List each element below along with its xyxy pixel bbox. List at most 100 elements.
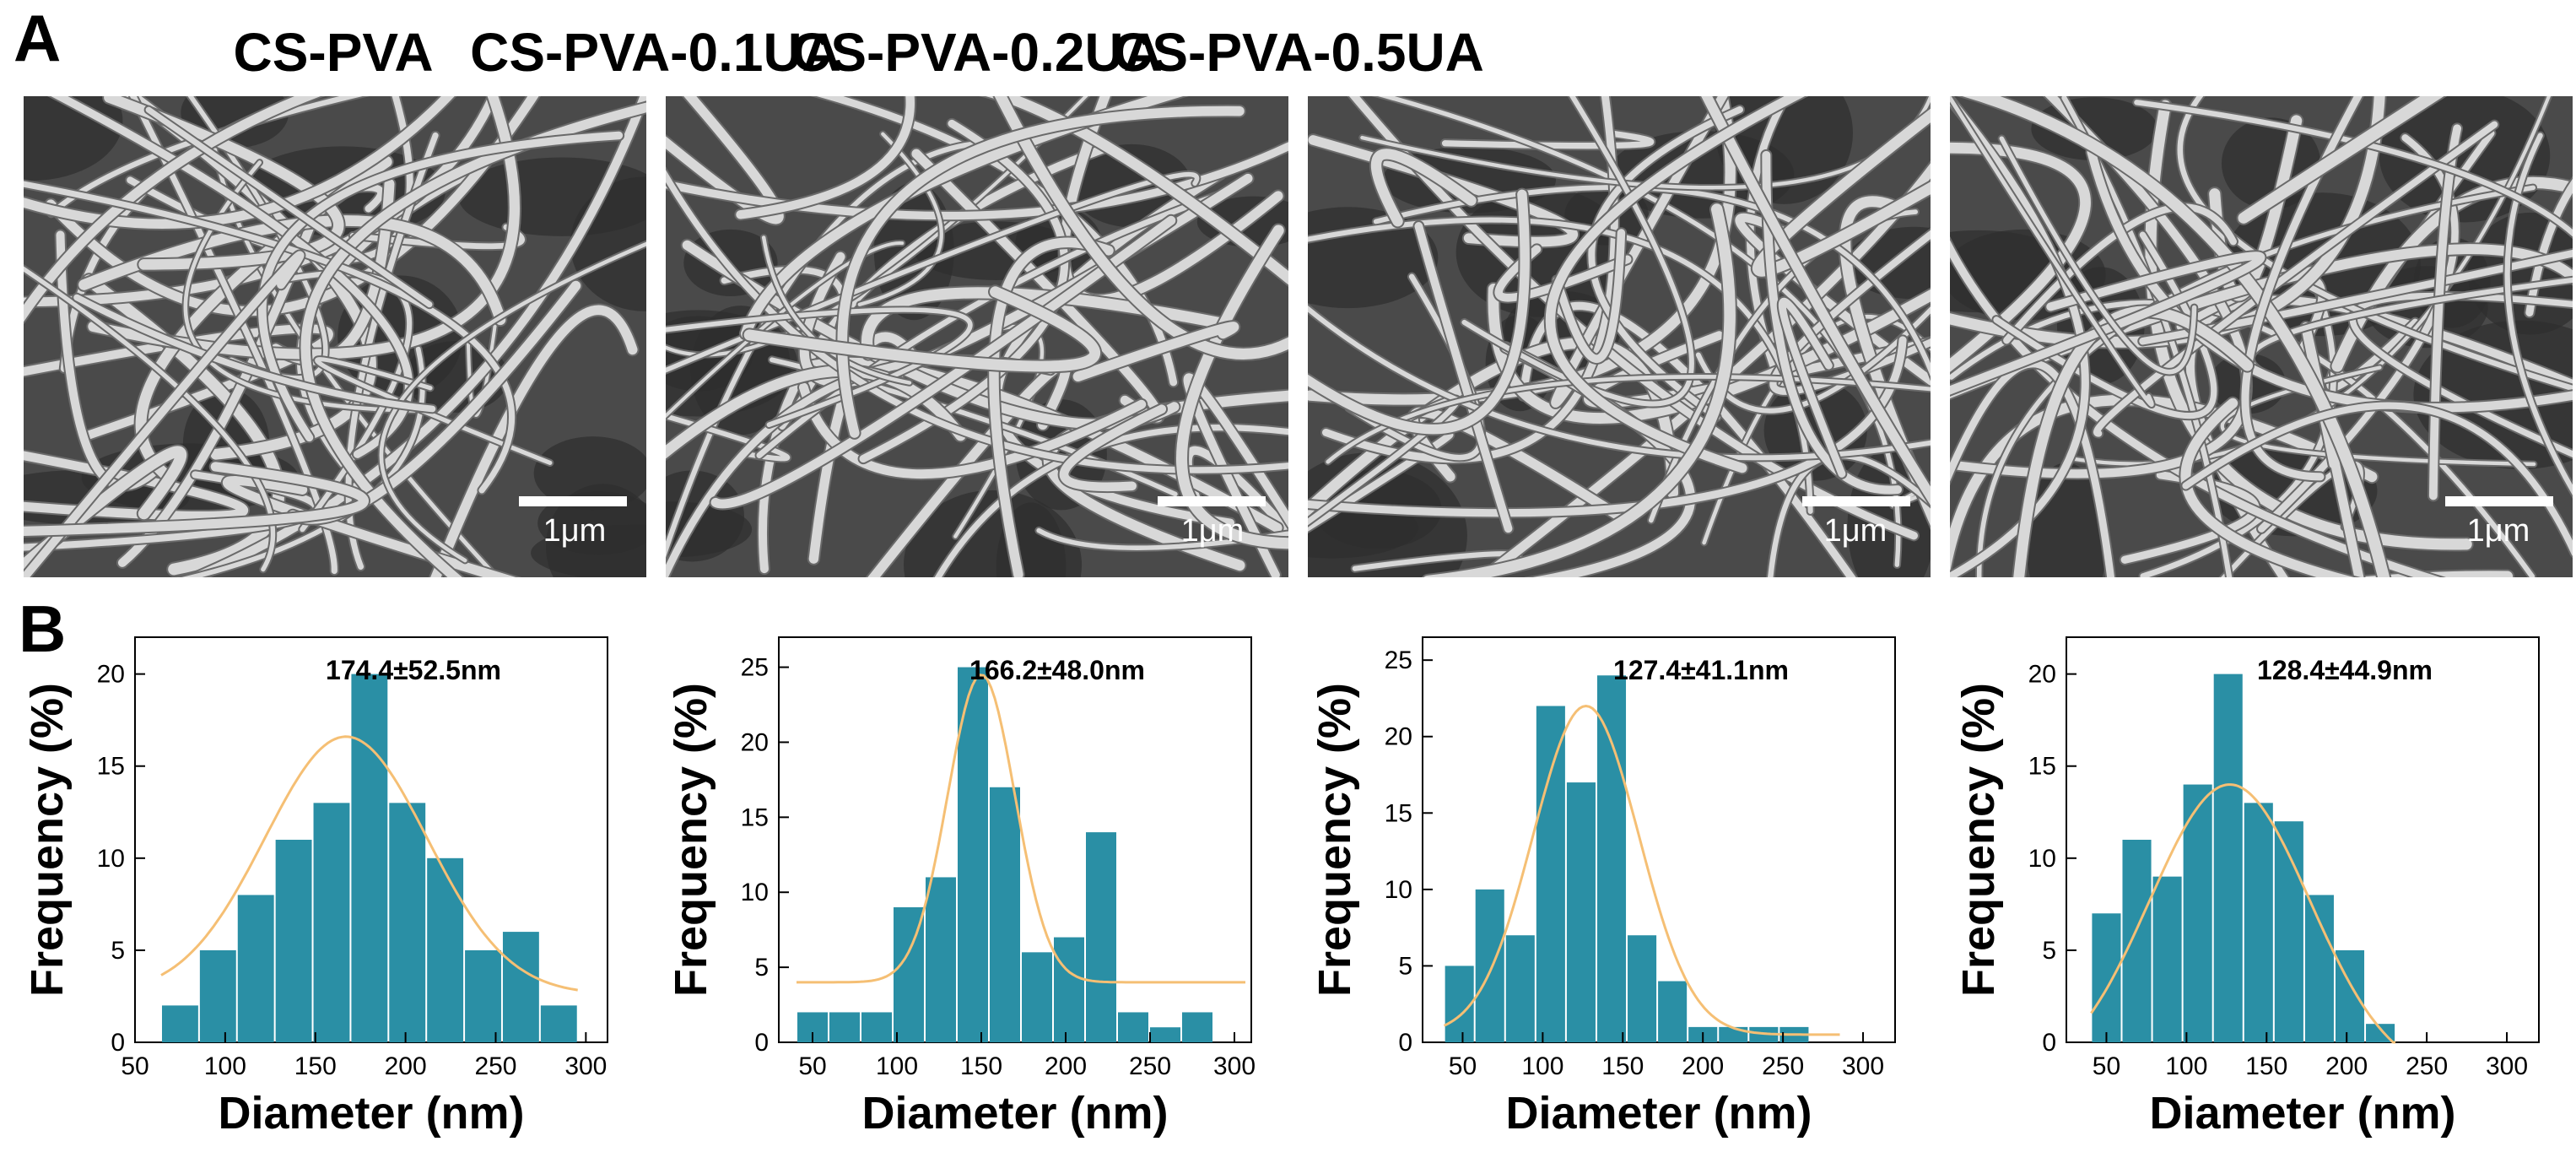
histogram-bar	[1505, 935, 1535, 1042]
y-tick-label: 5	[1398, 952, 1412, 980]
histogram-bar	[1022, 952, 1052, 1042]
histogram-bar	[1475, 889, 1504, 1042]
histogram-cs-pva-0.1ua: 50 100 150 200 250 300 0 5 10 15 20 25 Diameter (nm)…	[644, 616, 1288, 1160]
sem-image-cs-pva-0.5ua	[1950, 96, 2573, 577]
histogram-bar	[199, 949, 236, 1042]
histogram-bar	[275, 840, 312, 1042]
histogram-bar	[2092, 913, 2121, 1042]
gaussian-fit-line	[1443, 704, 1840, 1036]
y-tick-label: 5	[111, 937, 125, 965]
x-tick-label: 150	[294, 1052, 337, 1080]
scale-bar	[519, 496, 627, 506]
histogram-bar	[1150, 1027, 1180, 1042]
histogram-bar	[829, 1012, 860, 1042]
x-axis-label: Diameter (nm)	[2149, 1088, 2455, 1139]
scale-bar	[1802, 496, 1910, 506]
y-tick-label: 20	[1385, 723, 1412, 751]
x-axis-label: Diameter (nm)	[218, 1088, 524, 1139]
histogram-bar	[2152, 876, 2182, 1042]
histogram-bar	[2244, 803, 2273, 1042]
x-tick-label: 50	[1449, 1052, 1477, 1080]
histogram-bar	[1445, 966, 1474, 1042]
histogram-bar	[2213, 673, 2243, 1042]
x-axis-label: Diameter (nm)	[861, 1088, 1168, 1139]
x-tick-label: 50	[798, 1052, 826, 1080]
x-tick-label: 300	[1213, 1052, 1256, 1080]
x-tick-label: 300	[564, 1052, 607, 1080]
histogram-bar	[1086, 832, 1116, 1042]
x-tick-label: 50	[2093, 1052, 2120, 1080]
x-tick-label: 200	[2325, 1052, 2368, 1080]
y-axis-label: Frequency (%)	[1953, 683, 2004, 997]
panel-label-b: B	[19, 592, 67, 666]
x-tick-label: 50	[121, 1052, 149, 1080]
x-tick-label: 300	[1842, 1052, 1884, 1080]
scale-label: 1μm	[543, 513, 607, 549]
histogram-bar	[1536, 706, 1565, 1042]
y-tick-label: 15	[2028, 753, 2056, 781]
x-tick-label: 100	[876, 1052, 918, 1080]
histogram-bar	[427, 857, 464, 1042]
y-tick-label: 5	[754, 954, 769, 982]
scale-label: 1μm	[1823, 513, 1887, 549]
y-tick-label: 15	[97, 753, 125, 781]
histogram-bar	[2304, 895, 2334, 1042]
histogram-bar	[990, 787, 1020, 1042]
histogram-bar	[161, 1005, 198, 1042]
histogram-cs-pva-0.5ua: 50 100 150 200 250 300 0 5 10 15 20 Diameter (nm) Fr…	[1931, 616, 2575, 1160]
x-tick-label: 100	[204, 1052, 246, 1080]
sem-title-cs-pva-0.2ua: CS-PVA-0.2UA	[791, 22, 1163, 83]
y-axis-label: Frequency (%)	[1310, 683, 1360, 997]
x-tick-label: 250	[474, 1052, 516, 1080]
y-tick-label: 0	[2042, 1029, 2056, 1057]
x-tick-label: 250	[2406, 1052, 2448, 1080]
gaussian-fit-line	[160, 735, 578, 992]
y-tick-label: 10	[741, 879, 769, 906]
histogram-cs-pva: 50 100 150 200 250 300 0 5 10 15 20 Diameter (nm) Fr…	[0, 616, 644, 1160]
histogram-bar	[1118, 1012, 1148, 1042]
scale-bar	[1158, 496, 1266, 506]
x-tick-label: 250	[1129, 1052, 1171, 1080]
histogram-bar	[2183, 784, 2212, 1042]
y-tick-label: 15	[1385, 799, 1412, 827]
x-tick-label: 150	[960, 1052, 1002, 1080]
x-tick-label: 250	[1762, 1052, 1804, 1080]
y-tick-label: 10	[2028, 845, 2056, 873]
sem-title-cs-pva-0.1ua: CS-PVA-0.1UA	[470, 22, 841, 83]
y-axis-label: Frequency (%)	[22, 683, 73, 997]
histogram-bar	[313, 803, 350, 1042]
histogram-cs-pva-0.2ua: 50 100 150 200 250 300 0 5 10 15 20 25 Diameter (nm)…	[1288, 616, 1931, 1160]
y-tick-label: 25	[741, 654, 769, 682]
scale-label: 1μm	[1180, 513, 1245, 549]
histogram-bar	[2122, 840, 2152, 1042]
y-tick-label: 20	[2028, 661, 2056, 689]
histogram-bar	[351, 673, 388, 1042]
mean-diameter-annotation: 128.4±44.9nm	[2257, 655, 2433, 685]
scale-bar	[2445, 496, 2553, 506]
histogram-bar	[926, 877, 956, 1042]
y-tick-label: 15	[741, 803, 769, 831]
y-tick-label: 10	[1385, 876, 1412, 904]
histogram-bar	[1628, 935, 1657, 1042]
y-tick-label: 0	[754, 1029, 769, 1057]
x-tick-label: 100	[1521, 1052, 1563, 1080]
x-tick-label: 300	[2486, 1052, 2528, 1080]
y-tick-label: 0	[111, 1029, 125, 1057]
x-tick-label: 100	[2165, 1052, 2207, 1080]
histogram-bar	[958, 667, 988, 1042]
histogram-bar	[1054, 937, 1084, 1042]
histogram-bar	[1658, 981, 1688, 1042]
histogram-bar	[1182, 1012, 1212, 1042]
mean-diameter-annotation: 127.4±41.1nm	[1613, 655, 1789, 685]
histogram-bar	[1566, 782, 1596, 1042]
histogram-bar	[2274, 821, 2303, 1042]
x-axis-label: Diameter (nm)	[1505, 1088, 1812, 1139]
sem-title-cs-pva-0.5ua: CS-PVA-0.5UA	[1113, 22, 1484, 83]
sem-image-cs-pva	[24, 96, 646, 577]
y-tick-label: 10	[97, 845, 125, 873]
histogram-bar	[1719, 1026, 1748, 1042]
y-tick-label: 0	[1398, 1029, 1412, 1057]
x-tick-label: 200	[1682, 1052, 1724, 1080]
gaussian-fit-line	[797, 673, 1245, 984]
y-tick-label: 20	[97, 661, 125, 689]
